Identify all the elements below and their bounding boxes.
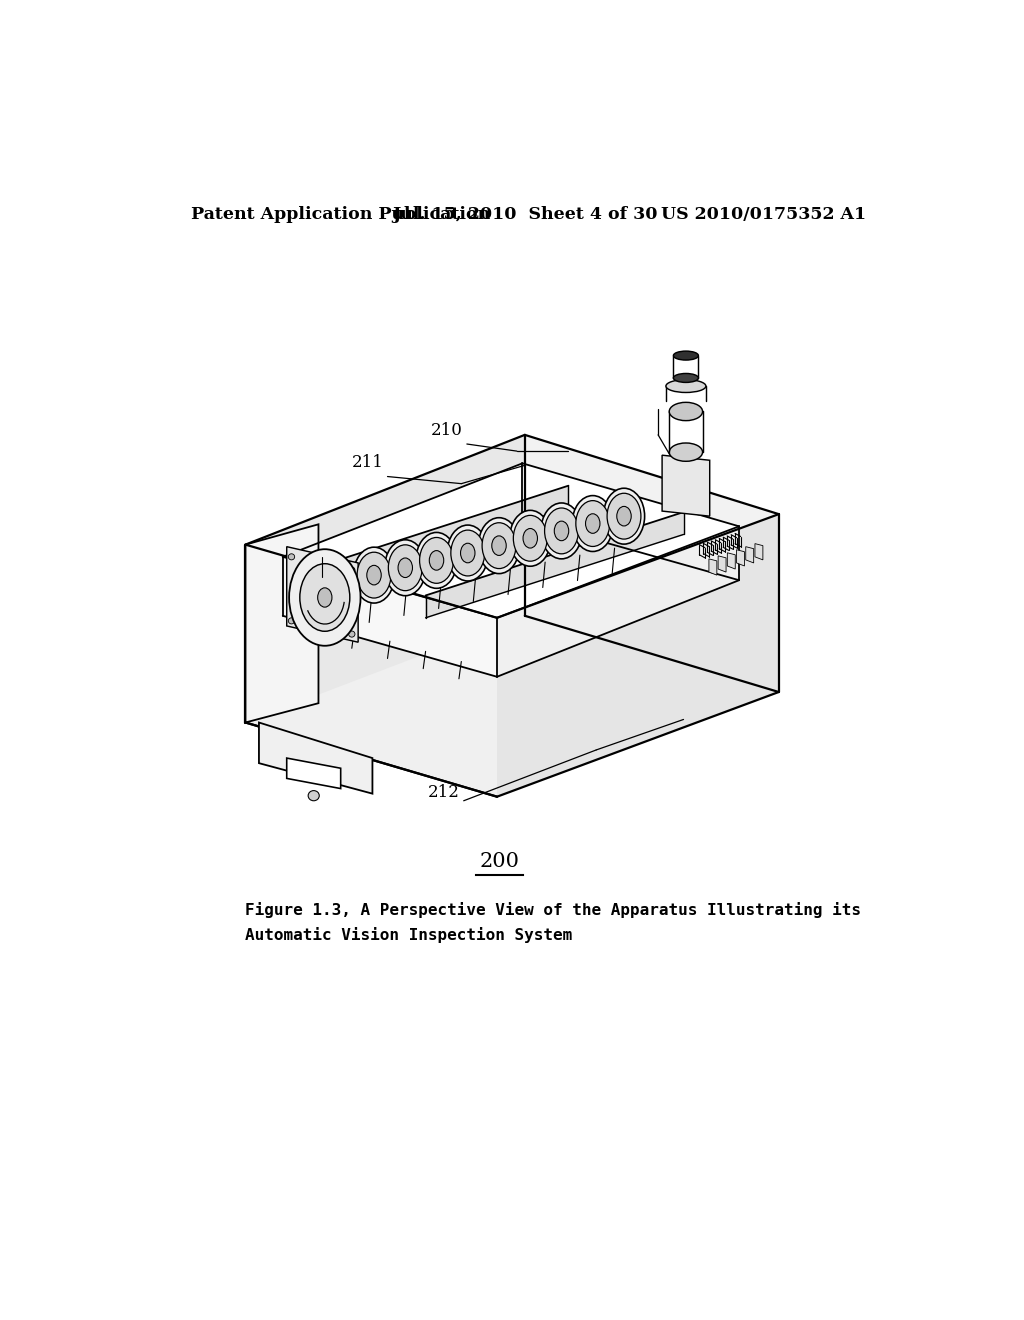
Polygon shape xyxy=(718,556,726,572)
Polygon shape xyxy=(283,557,497,677)
Text: Figure 1.3, A Perspective View of the Apparatus Illustrating its: Figure 1.3, A Perspective View of the Ap… xyxy=(246,903,861,919)
Polygon shape xyxy=(310,486,568,591)
Ellipse shape xyxy=(300,564,350,631)
Polygon shape xyxy=(663,455,710,516)
Text: 200: 200 xyxy=(479,853,519,871)
Ellipse shape xyxy=(353,548,394,603)
Ellipse shape xyxy=(420,537,454,583)
Ellipse shape xyxy=(388,545,422,590)
Polygon shape xyxy=(497,527,739,677)
Polygon shape xyxy=(497,515,778,797)
Ellipse shape xyxy=(666,380,706,392)
Ellipse shape xyxy=(586,513,600,533)
Ellipse shape xyxy=(572,495,613,552)
Ellipse shape xyxy=(447,525,488,581)
Ellipse shape xyxy=(482,523,516,569)
Text: 210: 210 xyxy=(431,422,463,440)
Ellipse shape xyxy=(554,521,568,541)
Ellipse shape xyxy=(513,515,547,561)
Text: US 2010/0175352 A1: US 2010/0175352 A1 xyxy=(660,206,866,223)
Polygon shape xyxy=(736,549,744,566)
Ellipse shape xyxy=(607,494,641,539)
Ellipse shape xyxy=(510,511,551,566)
Polygon shape xyxy=(745,546,754,562)
Ellipse shape xyxy=(289,618,295,624)
Ellipse shape xyxy=(308,791,319,801)
Polygon shape xyxy=(246,524,318,722)
Ellipse shape xyxy=(289,554,295,560)
Ellipse shape xyxy=(367,565,381,585)
Polygon shape xyxy=(426,512,684,618)
Ellipse shape xyxy=(670,403,702,421)
Ellipse shape xyxy=(289,549,360,645)
Ellipse shape xyxy=(523,528,538,548)
Ellipse shape xyxy=(461,544,475,562)
Polygon shape xyxy=(755,544,763,560)
Ellipse shape xyxy=(348,631,355,638)
Ellipse shape xyxy=(348,568,355,573)
Polygon shape xyxy=(246,434,524,722)
Text: 212: 212 xyxy=(428,784,460,801)
Ellipse shape xyxy=(674,351,698,360)
Ellipse shape xyxy=(357,552,391,598)
Ellipse shape xyxy=(451,531,484,576)
Text: Jul. 15, 2010  Sheet 4 of 30: Jul. 15, 2010 Sheet 4 of 30 xyxy=(392,206,657,223)
Ellipse shape xyxy=(674,374,698,383)
Ellipse shape xyxy=(603,488,645,544)
Ellipse shape xyxy=(398,558,413,578)
Polygon shape xyxy=(727,553,735,569)
Polygon shape xyxy=(287,546,358,643)
Polygon shape xyxy=(709,558,717,576)
Ellipse shape xyxy=(478,517,519,574)
Ellipse shape xyxy=(545,508,579,554)
Polygon shape xyxy=(283,463,739,618)
Ellipse shape xyxy=(670,444,702,461)
Ellipse shape xyxy=(575,500,609,546)
Ellipse shape xyxy=(492,536,506,556)
Text: Patent Application Publication: Patent Application Publication xyxy=(191,206,490,223)
Ellipse shape xyxy=(616,507,631,525)
Ellipse shape xyxy=(541,503,582,558)
Polygon shape xyxy=(259,722,373,793)
Polygon shape xyxy=(246,545,497,797)
Text: Automatic Vision Inspection System: Automatic Vision Inspection System xyxy=(246,927,572,942)
Ellipse shape xyxy=(317,587,332,607)
Ellipse shape xyxy=(385,540,426,595)
Ellipse shape xyxy=(416,532,457,589)
Text: 211: 211 xyxy=(351,454,384,471)
Polygon shape xyxy=(246,434,778,618)
Ellipse shape xyxy=(429,550,443,570)
Polygon shape xyxy=(287,758,341,788)
